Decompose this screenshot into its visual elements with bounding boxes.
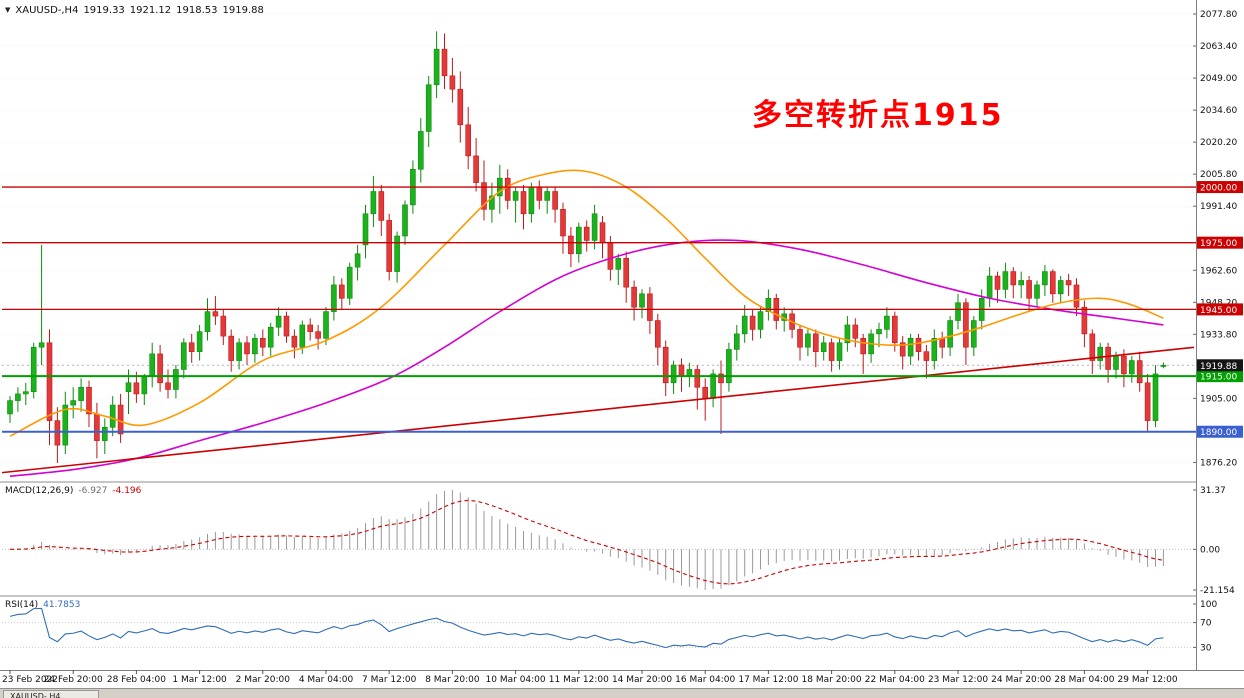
macd-indicator-label: MACD(12,26,9) -6.927 -4.196: [5, 486, 141, 496]
svg-text:2077.80: 2077.80: [1200, 10, 1237, 20]
svg-text:2034.60: 2034.60: [1200, 106, 1237, 116]
chart-tab-bar: XAUUSD-,H4: [0, 688, 1244, 698]
svg-text:2049.00: 2049.00: [1200, 74, 1237, 84]
price-axis: 2077.80 2063.40 2049.00 2034.60 2020.20 2005.…: [1193, 10, 1237, 468]
ohlc-close: 1919.88: [222, 5, 264, 16]
svg-text:2020.20: 2020.20: [1200, 138, 1237, 148]
macd-histogram: [17, 490, 1164, 590]
svg-text:7 Mar 12:00: 7 Mar 12:00: [362, 675, 417, 685]
svg-text:0.00: 0.00: [1200, 545, 1220, 555]
ohlc-open: 1919.33: [83, 5, 125, 16]
svg-text:11 Mar 12:00: 11 Mar 12:00: [549, 675, 609, 685]
svg-text:1991.40: 1991.40: [1200, 202, 1237, 212]
svg-text:1945.00: 1945.00: [1200, 306, 1237, 316]
panel-separators[interactable]: [0, 0, 1244, 671]
rsi-panel: [2, 607, 1195, 649]
ohlc-high: 1921.12: [129, 5, 172, 16]
moving-averages: [9, 169, 1164, 478]
svg-text:70: 70: [1200, 619, 1212, 629]
svg-text:16 Mar 04:00: 16 Mar 04:00: [675, 675, 735, 685]
svg-text:1876.20: 1876.20: [1200, 458, 1237, 468]
trendline[interactable]: [1, 346, 1195, 474]
macd-signal-value: -4.196: [112, 486, 142, 496]
rsi-indicator-label: RSI(14) 41.7853: [5, 600, 80, 610]
svg-text:24 Mar 20:00: 24 Mar 20:00: [991, 675, 1051, 685]
svg-text:4 Mar 04:00: 4 Mar 04:00: [299, 675, 354, 685]
svg-text:18 Mar 20:00: 18 Mar 20:00: [802, 675, 862, 685]
svg-text:1975.00: 1975.00: [1200, 239, 1237, 249]
svg-text:-21.154: -21.154: [1200, 586, 1235, 596]
price-axis-badges: 2000.00 1975.00 1945.00 1915.00 1890.00 1919.…: [1197, 181, 1243, 438]
ohlc-low: 1918.53: [176, 5, 218, 16]
rsi-name: RSI(14): [5, 600, 39, 610]
rsi-axis: 100 70 30: [1193, 600, 1217, 653]
svg-text:24 Feb 20:00: 24 Feb 20:00: [44, 675, 103, 685]
svg-text:1933.80: 1933.80: [1200, 330, 1237, 340]
ma-slow-magenta-line: [9, 239, 1164, 478]
macd-name: MACD(12,26,9): [5, 486, 74, 496]
svg-text:2005.80: 2005.80: [1200, 170, 1237, 180]
svg-text:8 Mar 20:00: 8 Mar 20:00: [425, 675, 480, 685]
svg-text:28 Feb 04:00: 28 Feb 04:00: [107, 675, 166, 685]
candlesticks[interactable]: [7, 31, 1167, 463]
rsi-value: 41.7853: [43, 600, 81, 610]
svg-text:100: 100: [1200, 600, 1217, 610]
symbol-period-label: XAUUSD-,H4: [15, 5, 79, 16]
grid-lines: [2, 13, 1195, 463]
svg-text:23 Mar 12:00: 23 Mar 12:00: [928, 675, 988, 685]
one-click-trading-arrow-icon[interactable]: ▼: [5, 6, 11, 14]
svg-text:1915.00: 1915.00: [1200, 373, 1237, 383]
svg-text:10 Mar 04:00: 10 Mar 04:00: [486, 675, 546, 685]
macd-axis: 31.37 0.00 -21.154: [1193, 486, 1235, 596]
svg-text:17 Mar 12:00: 17 Mar 12:00: [738, 675, 798, 685]
rsi-line: [9, 607, 1164, 649]
macd-panel: [2, 490, 1195, 590]
ma-fast-orange-line: [9, 169, 1164, 437]
macd-main-value: -6.927: [78, 486, 108, 496]
svg-text:2 Mar 20:00: 2 Mar 20:00: [236, 675, 291, 685]
chart-text-annotation[interactable]: 多空转折点1915: [752, 98, 1004, 133]
svg-text:1890.00: 1890.00: [1200, 428, 1237, 438]
svg-text:28 Mar 04:00: 28 Mar 04:00: [1054, 675, 1114, 685]
chart-tab-xauusd[interactable]: XAUUSD-,H4: [3, 690, 99, 698]
svg-text:1 Mar 12:00: 1 Mar 12:00: [172, 675, 227, 685]
horizontal-level-lines[interactable]: [2, 186, 1196, 433]
macd-signal-line: [9, 499, 1164, 585]
svg-text:30: 30: [1200, 643, 1212, 653]
svg-text:1948.20: 1948.20: [1200, 298, 1237, 308]
svg-text:1905.00: 1905.00: [1200, 394, 1237, 404]
svg-text:2063.40: 2063.40: [1200, 42, 1237, 52]
svg-text:1962.60: 1962.60: [1200, 266, 1237, 276]
svg-text:23 Feb 2022: 23 Feb 2022: [2, 675, 58, 685]
svg-text:29 Mar 12:00: 29 Mar 12:00: [1118, 675, 1178, 685]
symbol-info-bar: ▼ XAUUSD-,H4 1919.33 1921.12 1918.53 1919.88: [5, 5, 269, 16]
svg-text:31.37: 31.37: [1200, 486, 1226, 496]
svg-text:1919.88: 1919.88: [1200, 362, 1237, 372]
svg-text:14 Mar 20:00: 14 Mar 20:00: [612, 675, 672, 685]
svg-text:2000.00: 2000.00: [1200, 184, 1237, 194]
svg-text:22 Mar 04:00: 22 Mar 04:00: [865, 675, 925, 685]
